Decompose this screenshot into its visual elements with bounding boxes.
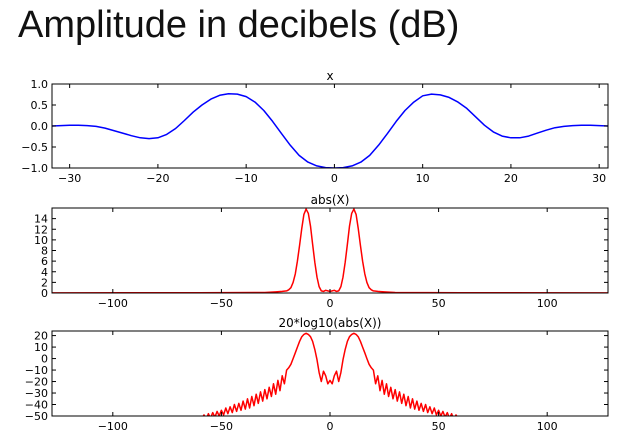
subplot-title: abs(X) xyxy=(311,193,350,207)
x-tick-label: 100 xyxy=(537,420,558,433)
plot-frame xyxy=(51,83,609,169)
subplot-1: −30 −20 −10 0 10 20 30 −1.0 −0.5 0.0 0.5 1.0 x xyxy=(21,69,609,185)
y-tick-label: 10 xyxy=(34,234,48,247)
x-tick-label: 30 xyxy=(592,172,606,185)
x-tick-label: 100 xyxy=(537,297,558,310)
x-tick-label: −30 xyxy=(58,172,81,185)
y-tick-label: 4 xyxy=(41,266,48,279)
y-tick-label: 0.0 xyxy=(31,120,49,133)
x-tick-label: −50 xyxy=(210,420,233,433)
x-tick-label: 0 xyxy=(327,297,334,310)
x-tick-label: 50 xyxy=(432,420,446,433)
x-tick-label: −10 xyxy=(235,172,258,185)
x-tick-label: −100 xyxy=(98,297,128,310)
y-tick-label: −1.0 xyxy=(21,162,48,175)
x-tick-label: 50 xyxy=(432,297,446,310)
series-line xyxy=(52,92,608,168)
subplot-3: −100 −50 0 50 100−50−40−30−20−100102020*log1… xyxy=(25,316,609,433)
plot-frame xyxy=(51,330,609,417)
subplot-title: 20*log10(abs(X)) xyxy=(278,316,381,330)
y-tick-label: 2 xyxy=(41,276,48,289)
y-tick-label: 6 xyxy=(41,255,48,268)
y-tick-label: −50 xyxy=(25,410,48,423)
y-tick-label: −0.5 xyxy=(21,141,48,154)
y-tick-label: 0 xyxy=(41,353,48,366)
series-line xyxy=(199,332,461,416)
y-tick-label: 0 xyxy=(41,287,48,300)
y-tick-label: 8 xyxy=(41,245,48,258)
x-tick-label: −100 xyxy=(98,420,128,433)
x-tick-label: 20 xyxy=(504,172,518,185)
x-tick-label: −20 xyxy=(146,172,169,185)
y-tick-label: −10 xyxy=(25,364,48,377)
y-tick-label: 10 xyxy=(34,341,48,354)
y-tick-label: 1.0 xyxy=(31,78,49,91)
y-tick-label: 0.5 xyxy=(31,99,49,112)
x-tick-label: 10 xyxy=(416,172,430,185)
y-tick-label: −30 xyxy=(25,387,48,400)
y-tick-label: −40 xyxy=(25,399,48,412)
subplot-title: x xyxy=(326,69,333,83)
y-tick-label: −20 xyxy=(25,376,48,389)
y-tick-label: 12 xyxy=(34,223,48,236)
page-title: Amplitude in decibels (dB) xyxy=(18,4,460,46)
x-tick-label: 0 xyxy=(327,420,334,433)
y-tick-label: 20 xyxy=(34,330,48,343)
x-tick-label: 0 xyxy=(331,172,338,185)
y-tick-label: 14 xyxy=(34,213,48,226)
x-tick-label: −50 xyxy=(210,297,233,310)
series-line xyxy=(52,208,608,293)
plot-frame xyxy=(51,207,609,294)
